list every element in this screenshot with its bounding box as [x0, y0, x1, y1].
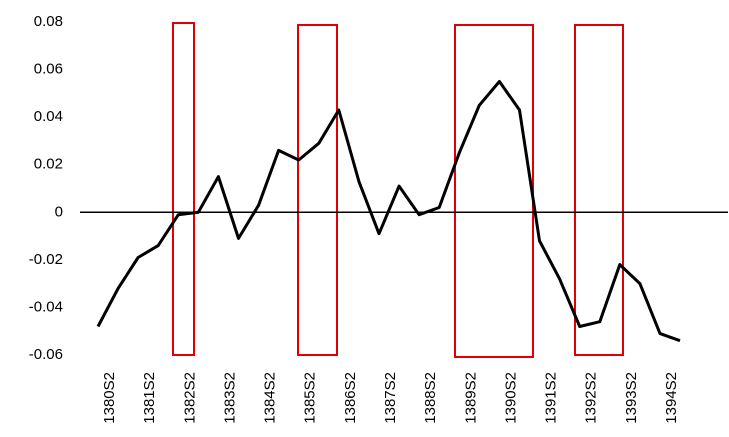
- x-tick-label: 1389S2: [462, 372, 479, 424]
- x-tick-label: 1382S2: [181, 372, 198, 424]
- x-tick-label: 1381S2: [141, 372, 158, 424]
- y-tick-label: 0: [55, 203, 63, 220]
- x-tick-label: 1391S2: [543, 372, 560, 424]
- x-tick-label: 1380S2: [101, 372, 118, 424]
- y-tick-label: 0.04: [34, 108, 63, 125]
- y-tick-label: 0.06: [34, 61, 63, 78]
- x-tick-label: 1390S2: [502, 372, 519, 424]
- y-tick-label: -0.02: [29, 251, 63, 268]
- x-tick-label: 1383S2: [221, 372, 238, 424]
- x-tick-label: 1385S2: [302, 372, 319, 424]
- highlight-box: [454, 24, 534, 358]
- y-tick-label: 0.08: [34, 13, 63, 30]
- y-tick-label: -0.06: [29, 346, 63, 363]
- highlight-box: [574, 24, 624, 356]
- data-line: [96, 80, 681, 343]
- x-tick-label: 1387S2: [382, 372, 399, 424]
- highlight-box: [172, 22, 195, 356]
- y-tick-label: -0.04: [29, 298, 63, 315]
- highlight-box: [297, 24, 338, 356]
- x-tick-label: 1392S2: [583, 372, 600, 424]
- x-tick-label: 1388S2: [422, 372, 439, 424]
- x-tick-label: 1393S2: [623, 372, 640, 424]
- y-tick-label: 0.02: [34, 156, 63, 173]
- x-tick-label: 1394S2: [663, 372, 680, 424]
- x-tick-label: 1384S2: [262, 372, 279, 424]
- x-tick-label: 1386S2: [342, 372, 359, 424]
